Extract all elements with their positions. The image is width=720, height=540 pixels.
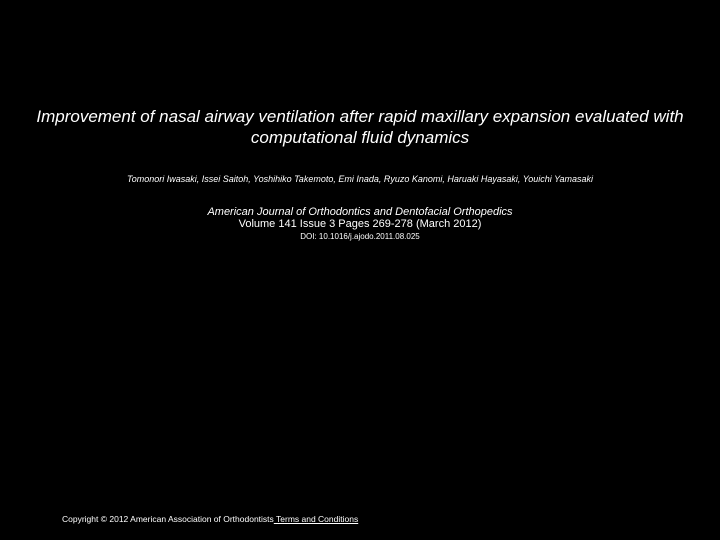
article-title: Improvement of nasal airway ventilation … xyxy=(20,106,700,149)
copyright-text: Copyright © 2012 American Association of… xyxy=(62,514,274,524)
authors-line: Tomonori Iwasaki, Issei Saitoh, Yoshihik… xyxy=(20,174,700,184)
footer: Copyright © 2012 American Association of… xyxy=(62,514,358,524)
volume-issue-line: Volume 141 Issue 3 Pages 269-278 (March … xyxy=(20,218,700,230)
journal-name: American Journal of Orthodontics and Den… xyxy=(20,206,700,218)
journal-block: American Journal of Orthodontics and Den… xyxy=(20,206,700,241)
slide-page: Improvement of nasal airway ventilation … xyxy=(0,0,720,540)
doi-line: DOI: 10.1016/j.ajodo.2011.08.025 xyxy=(20,232,700,241)
terms-link[interactable]: Terms and Conditions xyxy=(274,514,358,524)
